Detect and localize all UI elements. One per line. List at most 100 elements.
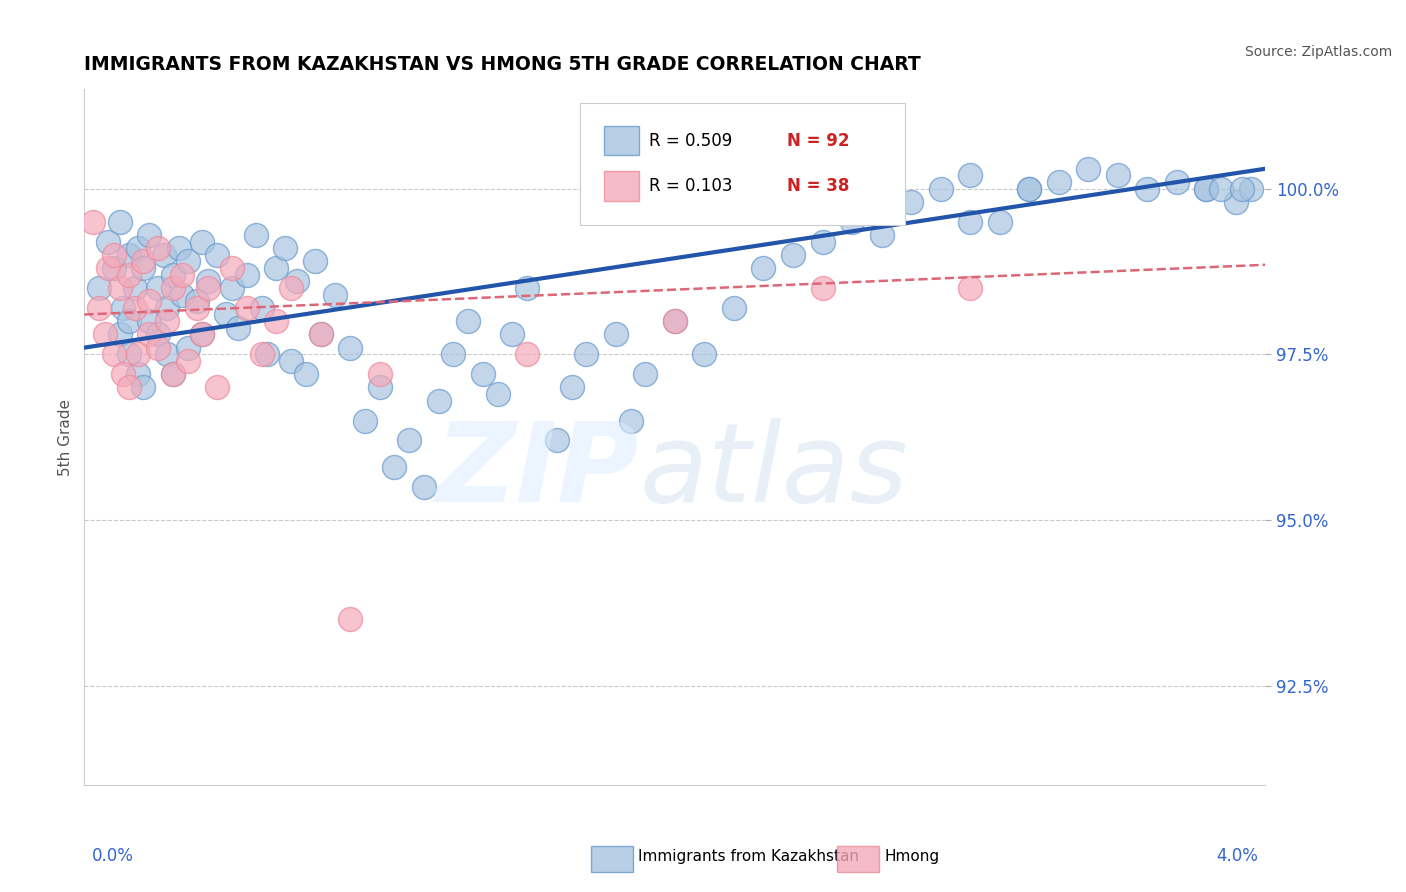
Point	[153, 248, 176, 262]
Point	[148, 327, 170, 342]
Point	[285, 274, 308, 288]
Point	[127, 367, 149, 381]
Text: Hmong: Hmong	[884, 849, 939, 863]
Point	[782, 248, 804, 262]
Point	[250, 347, 273, 361]
Point	[103, 248, 125, 262]
Point	[304, 254, 326, 268]
Point	[723, 301, 745, 315]
Point	[138, 314, 160, 328]
Point	[323, 287, 347, 301]
Point	[575, 347, 598, 361]
Point	[560, 380, 583, 394]
Point	[368, 380, 391, 394]
Point	[309, 327, 332, 342]
Point	[1195, 181, 1218, 195]
Point	[87, 281, 111, 295]
Point	[82, 215, 104, 229]
Point	[1047, 175, 1070, 189]
Point	[177, 354, 200, 368]
Point	[186, 301, 208, 315]
Point	[443, 347, 465, 361]
Point	[266, 314, 288, 328]
Point	[191, 235, 214, 249]
Point	[167, 241, 190, 255]
Point	[384, 459, 406, 474]
Point	[197, 281, 219, 295]
Point	[111, 367, 134, 381]
Point	[605, 327, 627, 342]
Point	[1107, 169, 1129, 183]
Point	[162, 268, 184, 282]
Text: atlas: atlas	[640, 418, 908, 525]
Point	[752, 261, 775, 276]
Point	[266, 261, 288, 276]
Point	[368, 367, 391, 381]
Point	[354, 413, 377, 427]
Point	[295, 367, 318, 381]
Point	[398, 434, 420, 448]
Point	[170, 287, 193, 301]
Point	[236, 301, 259, 315]
Point	[118, 380, 141, 394]
Point	[664, 314, 686, 328]
Point	[186, 294, 208, 309]
Point	[132, 254, 155, 268]
Point	[988, 215, 1011, 229]
Point	[664, 314, 686, 328]
Point	[132, 380, 155, 394]
Point	[339, 612, 361, 626]
Point	[162, 367, 184, 381]
Point	[1166, 175, 1188, 189]
Point	[103, 261, 125, 276]
Y-axis label: 5th Grade: 5th Grade	[58, 399, 73, 475]
Point	[1018, 181, 1040, 195]
Point	[1136, 181, 1159, 195]
Point	[546, 434, 568, 448]
Point	[280, 354, 302, 368]
Point	[118, 248, 141, 262]
Text: 4.0%: 4.0%	[1216, 847, 1258, 865]
Point	[148, 281, 170, 295]
Point	[156, 314, 179, 328]
Text: ZIP: ZIP	[436, 418, 640, 525]
Point	[138, 327, 160, 342]
Point	[841, 215, 863, 229]
Point	[118, 347, 141, 361]
Point	[156, 301, 179, 315]
Point	[1230, 181, 1253, 195]
Point	[108, 215, 131, 229]
Point	[634, 367, 657, 381]
Point	[516, 281, 538, 295]
Point	[472, 367, 495, 381]
Point	[959, 281, 981, 295]
Point	[900, 194, 922, 209]
Point	[191, 327, 214, 342]
Point	[693, 347, 716, 361]
Point	[502, 327, 524, 342]
Point	[162, 367, 184, 381]
Text: IMMIGRANTS FROM KAZAKHSTAN VS HMONG 5TH GRADE CORRELATION CHART: IMMIGRANTS FROM KAZAKHSTAN VS HMONG 5TH …	[84, 54, 921, 74]
Point	[170, 268, 193, 282]
Point	[127, 347, 149, 361]
Point	[177, 341, 200, 355]
Point	[94, 327, 117, 342]
Point	[274, 241, 297, 255]
Point	[256, 347, 278, 361]
Point	[148, 341, 170, 355]
Point	[221, 281, 243, 295]
Text: Immigrants from Kazakhstan: Immigrants from Kazakhstan	[638, 849, 859, 863]
Point	[226, 320, 249, 334]
Point	[97, 261, 120, 276]
FancyBboxPatch shape	[605, 171, 640, 201]
Point	[207, 248, 229, 262]
Text: N = 92: N = 92	[787, 132, 849, 150]
Point	[959, 215, 981, 229]
Point	[516, 347, 538, 361]
Point	[132, 261, 155, 276]
Point	[620, 413, 643, 427]
Point	[177, 254, 200, 268]
Point	[1195, 181, 1218, 195]
Point	[1225, 194, 1247, 209]
Point	[118, 268, 141, 282]
